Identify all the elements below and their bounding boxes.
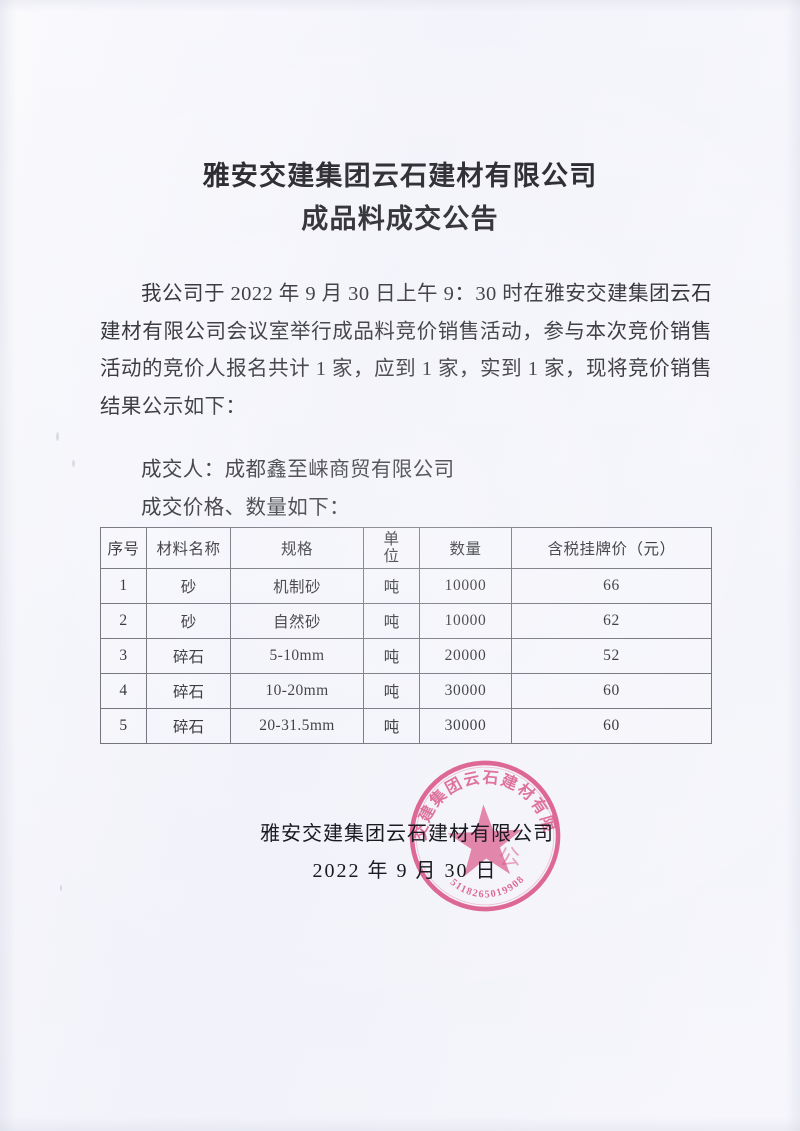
price-intro-line: 成交价格、数量如下： (141, 497, 350, 519)
cell-unit: 吨 (363, 708, 420, 744)
table-header-quantity: 数量 (419, 527, 512, 569)
cell-index: 1 (100, 568, 147, 604)
table-header-spec: 规格 (230, 527, 364, 569)
title-line-company: 雅安交建集团云石建材有限公司 (202, 161, 598, 191)
cell-price: 60 (511, 708, 712, 744)
cell-unit: 吨 (363, 603, 420, 639)
table-row: 4 碎石 10-20mm 吨 30000 60 (100, 673, 712, 709)
cell-unit: 吨 (363, 568, 420, 604)
cell-spec: 10-20mm (230, 673, 364, 709)
table-header-unit-line1: 单 (383, 531, 400, 548)
cell-spec: 自然砂 (230, 603, 364, 639)
cell-price: 66 (511, 568, 712, 604)
table-header-row: 序号 材料名称 规格 单 位 数量 含税挂牌价（元） (100, 527, 712, 569)
cell-quantity: 10000 (419, 568, 512, 604)
cell-quantity: 30000 (419, 708, 512, 744)
goods-table: 序号 材料名称 规格 单 位 数量 含税挂牌价（元） 1 砂 机制砂 吨 100… (100, 527, 712, 744)
cell-quantity: 10000 (419, 603, 512, 639)
table-row: 5 碎石 20-31.5mm 吨 30000 60 (100, 708, 712, 744)
cell-spec: 20-31.5mm (230, 708, 364, 744)
cell-quantity: 20000 (419, 638, 512, 674)
signature-company: 雅安交建集团云石建材有限公司 (260, 823, 554, 845)
cell-material: 碎石 (146, 708, 231, 744)
cell-material: 碎石 (146, 673, 231, 709)
table-header-price: 含税挂牌价（元） (511, 527, 712, 569)
cell-material: 砂 (146, 568, 231, 604)
signature-block: 雅安交建集团云石建材有限公司 2022 年 9 月 30 日 (0, 816, 800, 890)
table-header-material: 材料名称 (146, 527, 231, 569)
cell-index: 4 (100, 673, 147, 709)
table-header-unit: 单 位 (363, 527, 420, 569)
goods-table-body: 1 砂 机制砂 吨 10000 66 2 砂 自然砂 吨 10000 62 3 … (100, 568, 712, 744)
table-row: 3 碎石 5-10mm 吨 20000 52 (100, 638, 712, 674)
cell-index: 2 (100, 603, 147, 639)
cell-material: 砂 (146, 603, 231, 639)
table-header-index: 序号 (100, 527, 147, 569)
cell-index: 5 (100, 708, 147, 744)
cell-spec: 5-10mm (230, 638, 364, 674)
title-line-subject: 成品料成交公告 (301, 204, 499, 234)
announcement-paragraph: 我公司于 2022 年 9 月 30 日上午 9：30 时在雅安交建集团云石建材… (100, 283, 712, 418)
cell-spec: 机制砂 (230, 568, 364, 604)
cell-price: 52 (511, 638, 712, 674)
scan-speckle (56, 432, 59, 441)
document-title: 雅安交建集团云石建材有限公司 成品料成交公告 (0, 155, 800, 241)
cell-unit: 吨 (363, 638, 420, 674)
cell-unit: 吨 (363, 673, 420, 709)
scan-speckle (72, 460, 75, 467)
winner-line: 成交人：成都鑫至崃商贸有限公司 (141, 459, 455, 481)
cell-material: 碎石 (146, 638, 231, 674)
table-header-unit-line2: 位 (383, 548, 400, 565)
table-row: 2 砂 自然砂 吨 10000 62 (100, 603, 712, 639)
cell-index: 3 (100, 638, 147, 674)
announcement-body: 我公司于 2022 年 9 月 30 日上午 9：30 时在雅安交建集团云石建材… (100, 276, 712, 426)
signature-date: 2022 年 9 月 30 日 (312, 860, 498, 882)
cell-price: 60 (511, 673, 712, 709)
cell-quantity: 30000 (419, 673, 512, 709)
table-row: 1 砂 机制砂 吨 10000 66 (100, 568, 712, 604)
cell-price: 62 (511, 603, 712, 639)
